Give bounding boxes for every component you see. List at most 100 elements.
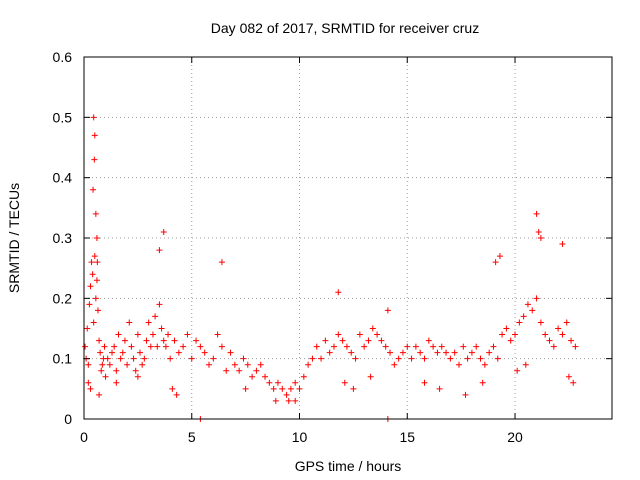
data-point <box>529 307 536 314</box>
y-axis-label: SRMTID / TECUs <box>6 183 22 293</box>
data-point <box>443 349 450 356</box>
data-point <box>287 385 294 392</box>
data-point <box>91 132 98 139</box>
data-point <box>425 337 432 344</box>
data-points <box>82 114 579 422</box>
data-point <box>91 253 98 260</box>
data-point <box>154 343 161 350</box>
data-point <box>218 259 225 266</box>
data-point <box>214 331 221 338</box>
x-tick-labels: 0 5 10 15 20 <box>80 429 523 445</box>
data-point <box>395 355 402 362</box>
data-point <box>391 361 398 368</box>
data-point <box>514 367 521 374</box>
data-point <box>507 337 514 344</box>
data-point <box>326 349 333 356</box>
data-point <box>430 343 437 350</box>
data-point <box>95 307 102 314</box>
data-point <box>361 343 368 350</box>
data-point <box>175 349 182 356</box>
data-point <box>94 259 101 266</box>
data-point <box>152 313 159 320</box>
data-point <box>180 343 187 350</box>
data-point <box>119 349 126 356</box>
data-point <box>160 228 167 235</box>
data-point <box>158 325 165 332</box>
data-point <box>555 325 562 332</box>
x-tick-label: 0 <box>80 429 88 445</box>
data-point <box>134 373 141 380</box>
data-point <box>300 373 307 380</box>
data-point <box>274 379 281 386</box>
data-point <box>546 337 553 344</box>
y-tick-label: 0.5 <box>53 109 73 125</box>
data-point <box>563 319 570 326</box>
data-point <box>464 355 471 362</box>
data-point <box>503 325 510 332</box>
data-point <box>451 349 458 356</box>
data-point <box>477 355 484 362</box>
data-point <box>244 361 251 368</box>
data-point <box>559 331 566 338</box>
data-point <box>184 331 191 338</box>
data-point <box>434 349 441 356</box>
data-point <box>492 259 499 266</box>
data-point <box>132 367 139 374</box>
data-point <box>285 397 292 404</box>
data-point <box>137 349 144 356</box>
data-point <box>89 271 96 278</box>
data-point <box>126 319 133 326</box>
data-point <box>460 343 467 350</box>
data-point <box>98 367 105 374</box>
data-point <box>572 343 579 350</box>
data-point <box>417 349 424 356</box>
data-point <box>365 337 372 344</box>
data-point <box>99 361 106 368</box>
data-point <box>262 373 269 380</box>
data-point <box>101 343 108 350</box>
data-point <box>481 361 488 368</box>
data-point <box>479 379 486 386</box>
x-tick-label: 10 <box>292 429 308 445</box>
data-point <box>490 343 497 350</box>
data-point <box>367 373 374 380</box>
data-point <box>87 385 94 392</box>
data-point <box>550 343 557 350</box>
data-point <box>356 331 363 338</box>
data-point <box>499 331 506 338</box>
data-point <box>124 361 131 368</box>
data-point <box>218 343 225 350</box>
data-point <box>309 355 316 362</box>
data-point <box>128 343 135 350</box>
grid-lines <box>84 57 612 419</box>
data-point <box>296 385 303 392</box>
data-point <box>378 337 385 344</box>
data-point <box>496 253 503 260</box>
x-tick-label: 5 <box>188 429 196 445</box>
data-point <box>524 301 531 308</box>
data-point <box>313 343 320 350</box>
data-point <box>227 349 234 356</box>
data-point <box>533 210 540 217</box>
data-point <box>141 355 148 362</box>
data-point <box>197 343 204 350</box>
data-point <box>462 391 469 398</box>
data-point <box>86 301 93 308</box>
data-point <box>87 283 94 290</box>
data-point <box>90 186 97 193</box>
data-point <box>92 295 99 302</box>
data-point <box>84 325 91 332</box>
data-point <box>167 355 174 362</box>
data-point <box>102 373 109 380</box>
y-tick-label: 0.6 <box>53 49 73 65</box>
data-point <box>374 331 381 338</box>
data-point <box>236 367 243 374</box>
data-point <box>343 343 350 350</box>
data-point <box>96 391 103 398</box>
data-point <box>156 301 163 308</box>
data-point <box>240 355 247 362</box>
data-point <box>171 337 178 344</box>
data-point <box>421 379 428 386</box>
data-point <box>92 210 99 217</box>
data-point <box>156 247 163 254</box>
